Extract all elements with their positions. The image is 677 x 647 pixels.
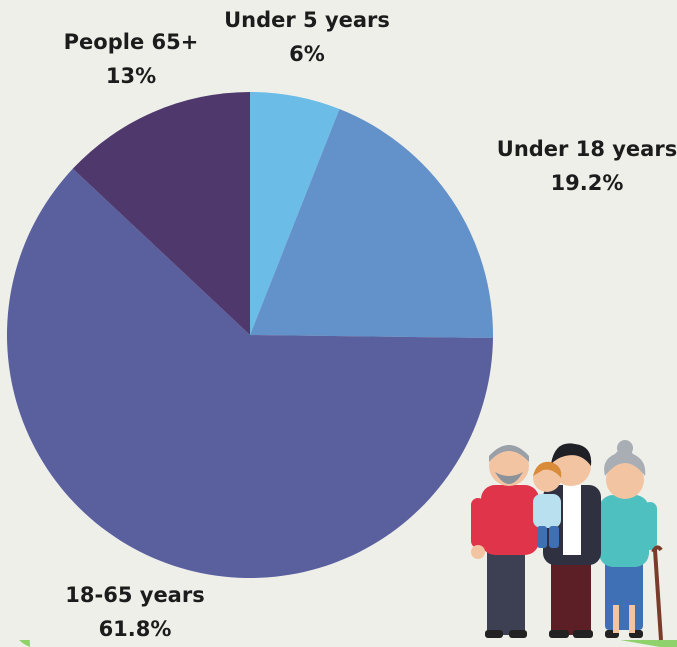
pie-slice-people-65 [72,92,250,335]
slice-percent-label: 19.2% [550,170,624,195]
slice-percent-label: 13% [105,63,157,88]
slice-category-label: Under 5 years [224,8,390,32]
slice-category-label: People 65+ [63,30,199,54]
pie-chart [6,92,493,579]
pie-slice-under-5-years [250,92,340,335]
child-figure [533,461,562,548]
slice-label-18-65-years: 18-65 years 61.8% [40,579,230,646]
slice-category-label: 18-65 years [65,583,205,607]
slice-label-under-5-years: Under 5 years 6% [212,4,402,71]
family-illustration [471,440,663,641]
slice-label-people-65-plus: People 65+ 13% [36,26,226,93]
slice-percent-label: 6% [289,41,325,66]
grandfather-figure [471,445,539,638]
pie-slice-18-65-years [6,168,493,579]
grandmother-figure [599,440,663,641]
slice-percent-label: 61.8% [98,616,172,641]
slice-category-label: Under 18 years [496,137,677,161]
pie-slice-under-18-years [250,109,493,339]
slice-label-under-18-years: Under 18 years 19.2% [492,133,677,200]
